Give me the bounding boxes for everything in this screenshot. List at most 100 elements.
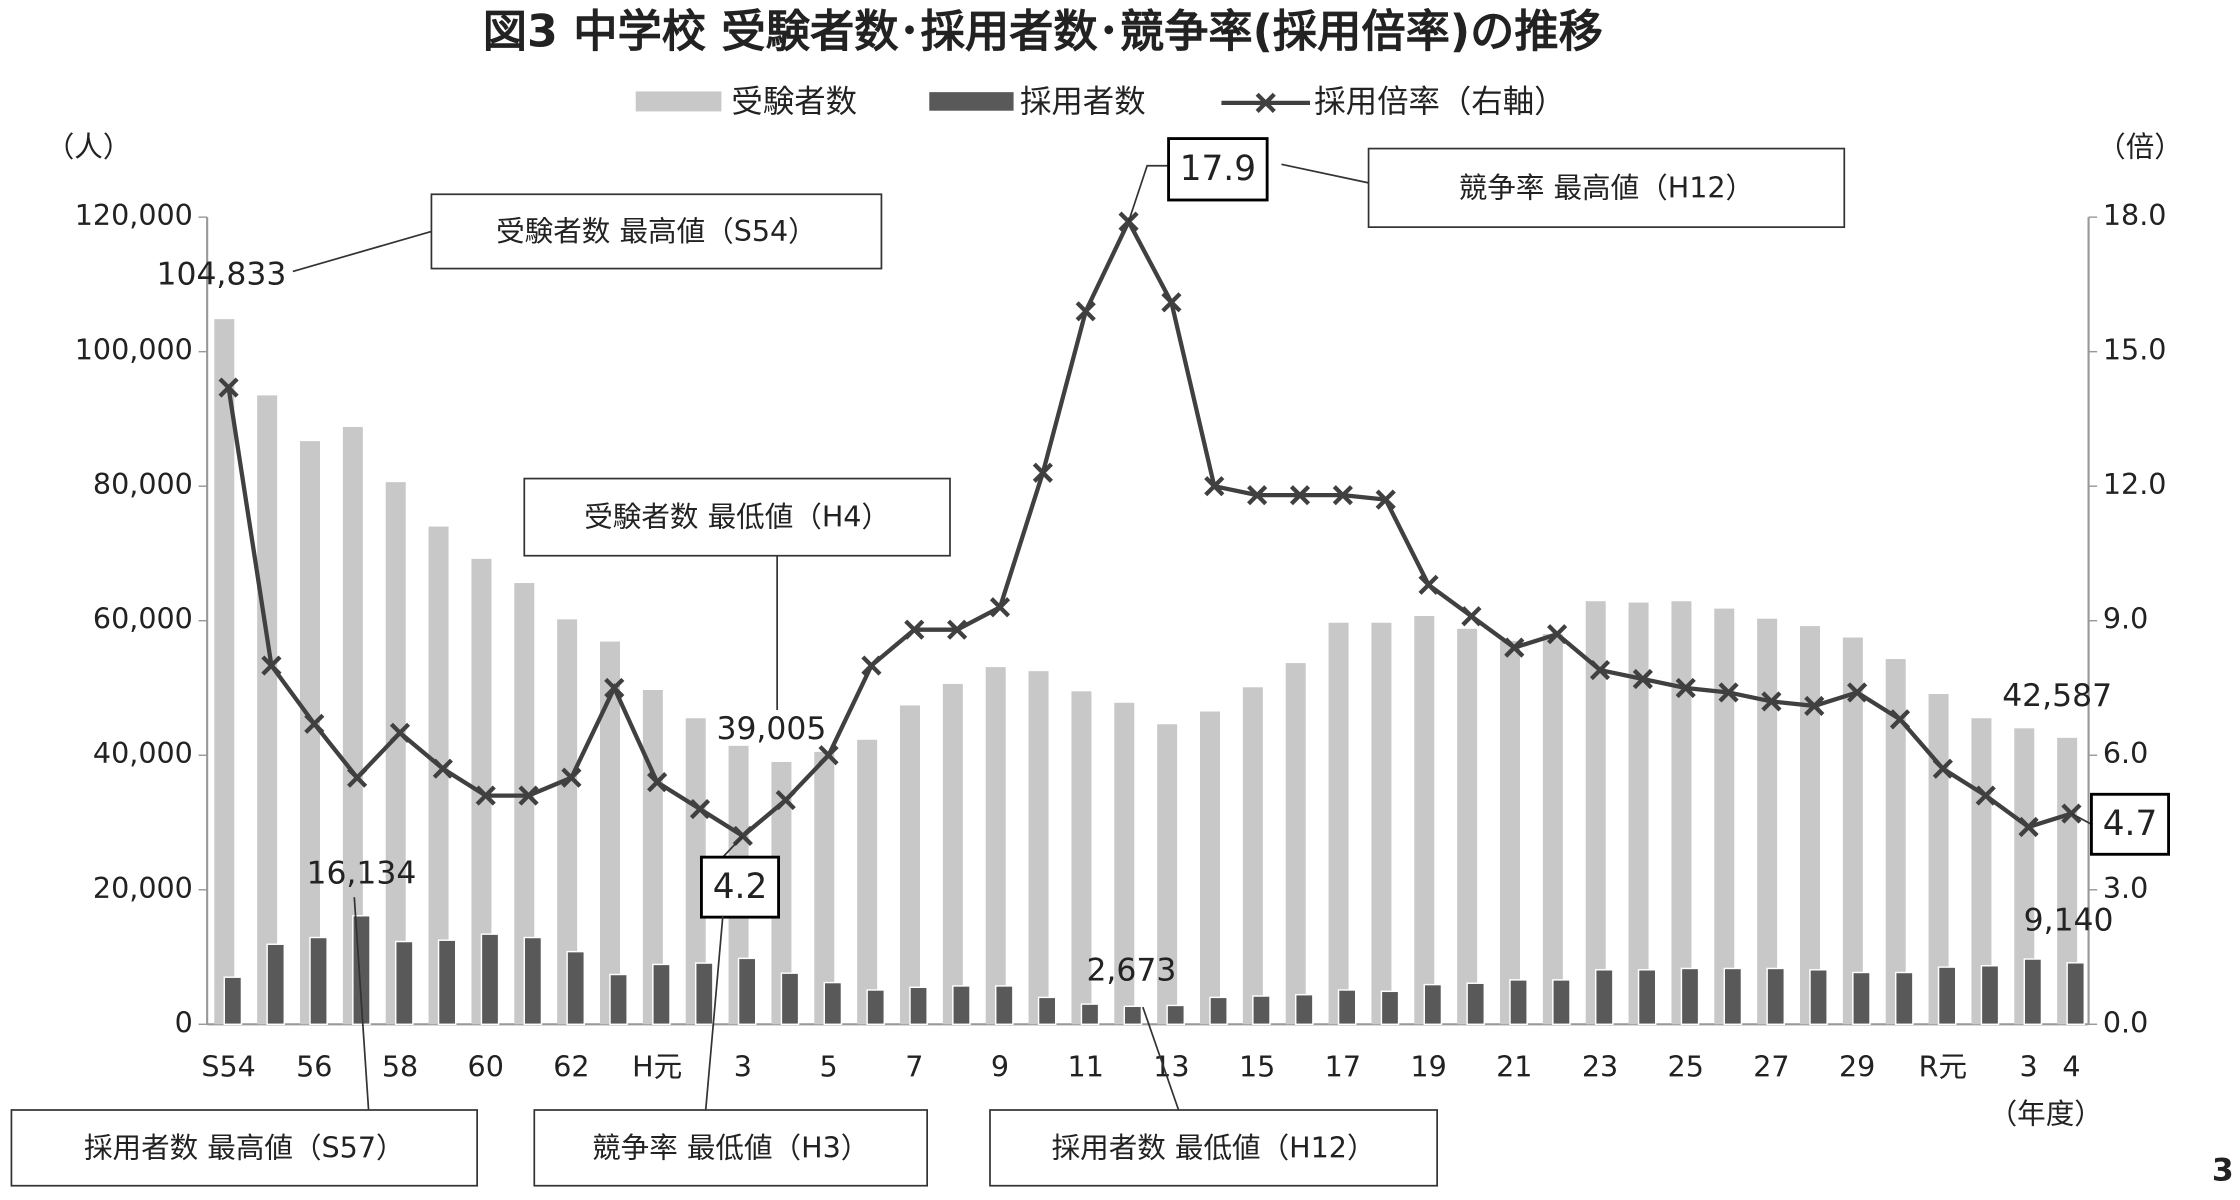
bar: [309, 936, 328, 1026]
value-label: 104,833: [156, 257, 286, 293]
bar: [437, 939, 457, 1025]
marker: [1032, 462, 1053, 483]
marker: [1204, 476, 1225, 497]
bar: [985, 667, 1006, 1025]
leader-line: [2071, 812, 2092, 826]
bar: [1637, 969, 1657, 1025]
bar: [952, 985, 971, 1025]
annotation-box: [523, 477, 951, 557]
annotation: 採用者数 最低値（H12）: [1052, 1130, 1376, 1164]
bar: [342, 427, 363, 1025]
bar: [695, 962, 714, 1026]
marker: [1889, 709, 1911, 730]
bar: [1423, 983, 1443, 1025]
bar: [1028, 671, 1049, 1025]
bar: [1157, 724, 1178, 1025]
marker: [1547, 624, 1568, 645]
bar: [857, 739, 878, 1025]
x-tick-label: 11: [1068, 1050, 1104, 1084]
x-tick-label: 56: [296, 1050, 332, 1084]
marker: [2018, 816, 2039, 838]
marker: [1375, 489, 1396, 510]
marker: [218, 377, 239, 398]
bar: [995, 985, 1014, 1025]
y2-tick-label: 18.0: [2103, 198, 2167, 232]
annotation-box: [10, 1109, 478, 1187]
bar: [652, 963, 671, 1025]
bar: [1628, 602, 1649, 1025]
y2-tick-label: 12.0: [2103, 467, 2167, 501]
value-label-box: [1167, 137, 1269, 202]
x-tick-label: 19: [1410, 1050, 1446, 1084]
x-tick-label: 3: [734, 1050, 752, 1084]
annotation: 採用者数 最高値（S57）: [84, 1130, 405, 1164]
bar: [300, 441, 320, 1025]
value-label: 16,134: [306, 855, 416, 891]
bar: [1723, 967, 1743, 1026]
marker: [1418, 574, 1439, 595]
bar: [480, 933, 500, 1025]
marker: [1161, 292, 1182, 313]
bar: [737, 957, 757, 1026]
y-tick-label: 0: [175, 1005, 193, 1039]
marker: [861, 655, 882, 676]
marker: [1289, 485, 1311, 506]
bar: [1209, 996, 1228, 1026]
marker: [475, 785, 496, 806]
annotation: 受験者数 最低値（H4）: [584, 500, 890, 534]
marker: [1118, 211, 1139, 232]
bar: [1328, 622, 1349, 1025]
x-tick-label: 17: [1325, 1050, 1361, 1084]
bar: [1595, 969, 1614, 1025]
y-tick-label: 20,000: [93, 871, 193, 905]
x-tick-label: 3: [2019, 1050, 2037, 1084]
marker: [1675, 677, 1696, 699]
marker: [347, 767, 368, 788]
bar: [1457, 628, 1478, 1025]
legend-label: 採用倍率（右軸）: [1314, 84, 1565, 120]
leader-line: [1281, 163, 1369, 184]
bar: [642, 689, 663, 1025]
bar: [1080, 1003, 1100, 1025]
legend-swatch: [1255, 92, 1276, 113]
bar: [1766, 967, 1785, 1026]
marker: [389, 722, 411, 743]
y2-tick-label: 0.0: [2103, 1005, 2148, 1039]
bar: [2066, 962, 2085, 1025]
bar: [942, 683, 963, 1025]
x-tick-label: H元: [632, 1050, 682, 1084]
y2-tick-label: 15.0: [2103, 333, 2167, 367]
x-tick-label: 29: [1839, 1050, 1875, 1084]
bar: [1466, 982, 1485, 1026]
marker: [1504, 637, 1525, 658]
bar: [223, 976, 243, 1026]
bar: [1166, 1004, 1185, 1025]
y2-tick-label: 6.0: [2103, 736, 2148, 770]
bar: [866, 989, 886, 1025]
marker: [989, 597, 1011, 618]
marker: [1332, 485, 1353, 506]
bar: [1252, 995, 1271, 1025]
marker: [775, 789, 796, 811]
annotation: 受験者数 最高値（S54）: [496, 214, 817, 248]
marker: [261, 655, 282, 676]
x-tick-label: 7: [905, 1050, 923, 1084]
y-tick-label: 100,000: [75, 333, 193, 367]
marker: [1804, 695, 1825, 716]
value-label: 39,005: [716, 711, 826, 747]
annotation-box: [989, 1109, 1438, 1187]
x-tick-label: 15: [1239, 1050, 1275, 1084]
page-number: 3: [2212, 1152, 2234, 1188]
marker: [1932, 758, 1953, 779]
legend-label: 受験者数: [731, 84, 857, 120]
bar: [214, 319, 235, 1025]
bar: [1585, 601, 1606, 1025]
y-tick-label: 120,000: [75, 198, 193, 232]
marker: [1075, 301, 1096, 322]
bar: [1295, 993, 1314, 1025]
bar: [900, 705, 920, 1025]
y-tick-label: 80,000: [93, 467, 193, 501]
bar: [1800, 626, 1820, 1025]
bar: [1980, 965, 2000, 1025]
